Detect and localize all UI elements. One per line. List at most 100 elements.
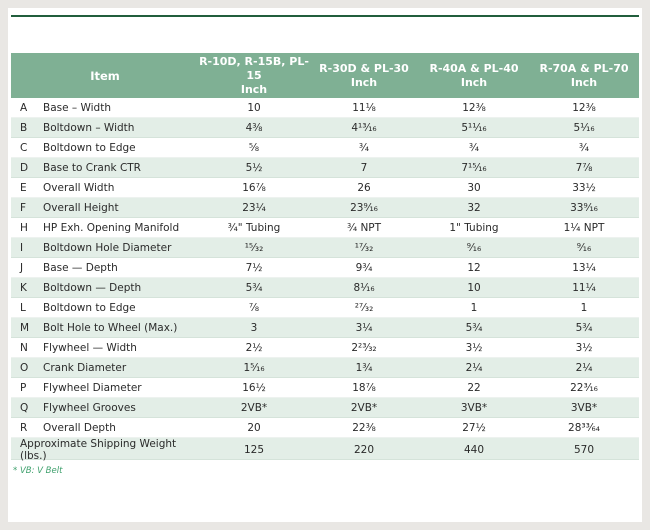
row-letter: Q [20, 401, 29, 414]
row-value: 16½ [242, 381, 266, 394]
row-item-label: Boltdown to Edge [43, 301, 136, 314]
row-value: 2VB* [350, 401, 378, 414]
summary-value: 125 [243, 444, 265, 456]
row-value: ⁹⁄₁₆ [466, 241, 482, 254]
table-row: E Overall Width 16⅞ 26 30 33½ [11, 178, 639, 198]
row-letter: N [20, 341, 28, 354]
row-value: 5¾ [575, 321, 593, 334]
row-value: 5¾ [245, 281, 263, 294]
row-value: 10 [467, 281, 481, 294]
row-value: 3VB* [570, 401, 598, 414]
row-value: 11¼ [572, 281, 596, 294]
row-value: 23¼ [242, 201, 266, 214]
row-letter: B [20, 121, 28, 134]
row-letter: J [20, 261, 24, 274]
row-value: 3¼ [355, 321, 373, 334]
row-value: 4¹³⁄₁₆ [351, 121, 377, 134]
table-row: F Overall Height 23¼ 23⁹⁄₁₆ 32 33⁹⁄₁₆ [11, 198, 639, 218]
col-header-unit: Inch [240, 82, 268, 96]
row-letter: M [20, 321, 30, 334]
row-value: ⁹⁄₁₆ [576, 241, 592, 254]
row-item-label: Overall Height [43, 201, 119, 214]
row-value: 12⅜ [572, 101, 596, 114]
row-letter: A [20, 101, 28, 114]
col-header-item: Item [90, 68, 120, 83]
row-value: 1 [580, 301, 588, 314]
row-value: 20 [247, 421, 261, 434]
row-item-label: Overall Depth [43, 421, 116, 434]
row-value: 5¾ [465, 321, 483, 334]
row-value: 10 [247, 101, 261, 114]
row-item-label: Base – Width [43, 101, 111, 114]
row-value: 1¾ [355, 361, 373, 374]
row-value: 3 [250, 321, 258, 334]
row-value: ¾ [578, 141, 590, 154]
col-header-unit: Inch [460, 75, 488, 89]
row-item-label: Base — Depth [43, 261, 118, 274]
summary-value: 220 [353, 444, 375, 456]
row-value: 23⁹⁄₁₆ [350, 201, 378, 214]
row-item-label: Flywheel — Width [43, 341, 137, 354]
table-row: I Boltdown Hole Diameter ¹⁵⁄₃₂ ¹⁷⁄₃₂ ⁹⁄₁₆ ⁹⁄₁… [11, 238, 639, 258]
row-value: 13¼ [572, 261, 596, 274]
col-header-model-0: R-10D, R-15B, PL-15 Inch [199, 55, 309, 97]
row-value: 30 [467, 181, 481, 194]
row-value: 2VB* [240, 401, 268, 414]
row-letter: O [20, 361, 29, 374]
row-item-label: Base to Crank CTR [43, 161, 141, 174]
row-value: 11⅛ [352, 101, 376, 114]
row-letter: C [20, 141, 28, 154]
row-value: ¾" Tubing [227, 221, 281, 234]
col-header-model-name: R-70A & PL-70 [539, 61, 629, 75]
col-header-model-name: R-30D & PL-30 [319, 61, 409, 75]
footnote: * VB: V Belt [13, 466, 63, 476]
row-value: 1" Tubing [449, 221, 499, 234]
row-value: ¹⁵⁄₃₂ [244, 241, 264, 254]
row-value: 22 [467, 381, 481, 394]
row-letter: D [20, 161, 29, 174]
row-letter: E [20, 181, 27, 194]
table-row: O Crank Diameter 1⁵⁄₁₆ 1¾ 2¼ 2¼ [11, 358, 639, 378]
row-item-label: Bolt Hole to Wheel (Max.) [43, 321, 178, 334]
table-row: D Base to Crank CTR 5½ 7 7¹⁵⁄₁₆ 7⅞ [11, 158, 639, 178]
row-value: 16⅞ [242, 181, 266, 194]
row-value: 18⅞ [352, 381, 376, 394]
row-value: 2²³⁄₃₂ [351, 341, 377, 354]
row-value: 26 [357, 181, 371, 194]
row-value: 3½ [575, 341, 593, 354]
table-row: H HP Exh. Opening Manifold ¾" Tubing ¾ NPT 1… [11, 218, 639, 238]
top-rule [11, 15, 639, 17]
table-row: R Overall Depth 20 22⅜ 27½ 28³³⁄₆₄ [11, 418, 639, 438]
row-value: 32 [467, 201, 481, 214]
table-row: L Boltdown to Edge ⅞ ²⁷⁄₃₂ 1 1 [11, 298, 639, 318]
row-value: ⅝ [248, 141, 260, 154]
row-item-label: Flywheel Diameter [43, 381, 142, 394]
row-item-label: Overall Width [43, 181, 115, 194]
row-value: 7⅞ [575, 161, 593, 174]
col-header-unit: Inch [350, 75, 378, 89]
spec-table: Item R-10D, R-15B, PL-15 Inch R-30D & PL-3… [11, 53, 639, 462]
table-row: A Base – Width 10 11⅛ 12⅜ 12⅜ [11, 98, 639, 118]
table-header: Item R-10D, R-15B, PL-15 Inch R-30D & PL-3… [11, 53, 639, 98]
table-row: N Flywheel — Width 2½ 2²³⁄₃₂ 3½ 3½ [11, 338, 639, 358]
row-letter: I [20, 241, 24, 254]
summary-row: Approximate Shipping Weight (lbs.) 125 220… [11, 438, 639, 462]
row-value: 22³⁄₁₆ [570, 381, 598, 394]
table-row: B Boltdown – Width 4⅜ 4¹³⁄₁₆ 5¹¹⁄₁₆ 5¹⁄₁₆ [11, 118, 639, 138]
row-item-label: Boltdown – Width [43, 121, 135, 134]
row-value: 7 [360, 161, 368, 174]
col-header-model-1: R-30D & PL-30 Inch [309, 62, 419, 90]
row-value: 12⅜ [462, 101, 486, 114]
row-value: 1⁵⁄₁₆ [243, 361, 265, 374]
row-letter: R [20, 421, 28, 434]
row-value: 9¾ [355, 261, 373, 274]
row-value: 4⅜ [245, 121, 263, 134]
table-body: A Base – Width 10 11⅛ 12⅜ 12⅜ B Boltdown – Widt… [11, 98, 639, 462]
col-header-unit: Inch [570, 75, 598, 89]
row-item-label: Boltdown Hole Diameter [43, 241, 172, 254]
table-row: J Base — Depth 7½ 9¾ 12 13¼ [11, 258, 639, 278]
row-item-label: Boltdown — Depth [43, 281, 142, 294]
table-row: Q Flywheel Grooves 2VB* 2VB* 3VB* 3VB* [11, 398, 639, 418]
summary-label: Approximate Shipping Weight (lbs.) [20, 438, 177, 462]
summary-value: 570 [573, 444, 595, 456]
